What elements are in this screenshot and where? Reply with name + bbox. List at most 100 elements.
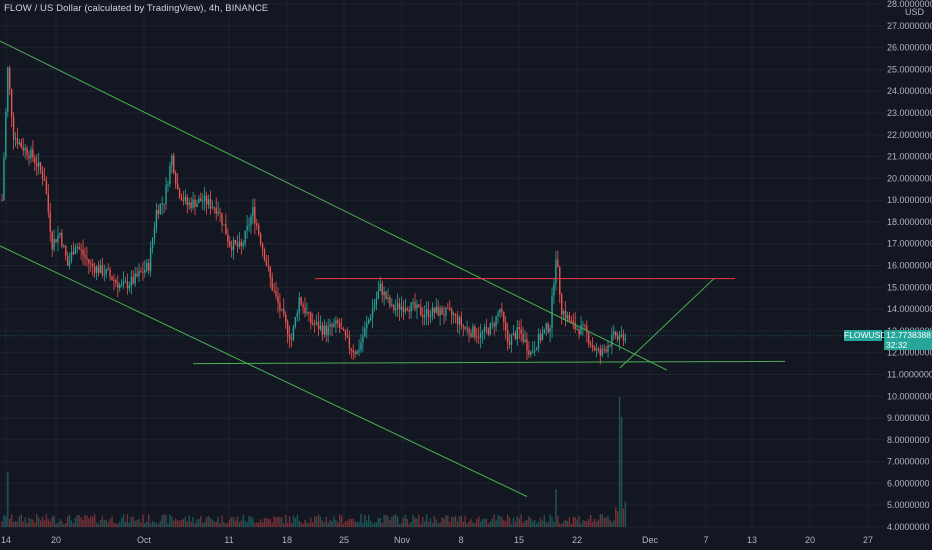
- candle-body: [601, 348, 603, 356]
- volume-bar: [532, 521, 534, 527]
- candle-body: [377, 291, 380, 299]
- volume-bar: [599, 514, 601, 527]
- volume-bar: [84, 514, 86, 527]
- volume-bar: [321, 520, 324, 527]
- volume-bar: [24, 517, 26, 527]
- candle-body: [64, 245, 67, 256]
- candle-body: [103, 274, 105, 276]
- volume-bar: [396, 516, 399, 527]
- price-tick-label: 11.0000000: [887, 369, 932, 379]
- volume-bar: [485, 518, 488, 527]
- candle-body: [381, 283, 383, 296]
- volume-bar: [119, 521, 121, 527]
- candle-body: [624, 338, 627, 341]
- candle-body: [265, 260, 268, 266]
- volume-bar: [292, 515, 295, 527]
- volume-bar: [74, 517, 77, 527]
- candle-body: [410, 302, 412, 312]
- candle-body: [194, 199, 196, 207]
- volume-bar: [159, 520, 161, 527]
- volume-bar: [275, 517, 277, 527]
- volume-bar: [346, 520, 349, 527]
- volume-bar: [207, 516, 210, 527]
- volume-bar: [615, 507, 617, 527]
- volume-bar: [317, 514, 320, 527]
- volume-bar: [516, 516, 519, 527]
- candle-body: [192, 199, 194, 209]
- time-axis[interactable]: 14 20 Oct 11 18 25 Nov 8 15 22 Dec 7 13 20 27: [1, 535, 873, 545]
- candle-body: [522, 333, 524, 342]
- volume-bar: [443, 518, 445, 527]
- volume-bar: [36, 514, 38, 527]
- volume-bar: [173, 520, 175, 527]
- candle-body: [464, 326, 466, 329]
- volume-bar: [588, 518, 590, 527]
- volume-bar: [605, 517, 607, 527]
- candle-body: [404, 308, 407, 312]
- price-tick-label: 8.0000000: [887, 435, 930, 445]
- volume-bar: [1, 521, 3, 527]
- drawing-lines[interactable]: [0, 40, 884, 497]
- candle-body: [620, 334, 623, 336]
- price-tick-label: 14.0000000: [887, 304, 932, 314]
- candle-body: [539, 333, 542, 341]
- volume-bar: [551, 517, 553, 527]
- volume-bar: [151, 520, 154, 527]
- candle-body: [9, 67, 11, 90]
- time-tick-label: 18: [282, 535, 292, 545]
- volume-bar: [329, 519, 331, 527]
- candle-body: [568, 315, 571, 321]
- volume-bar: [425, 514, 428, 527]
- volume-bar: [541, 520, 544, 527]
- volume-bar: [543, 515, 546, 527]
- candle-body: [541, 333, 544, 341]
- time-tick-label: 15: [514, 535, 524, 545]
- volume-bar: [427, 521, 430, 527]
- candle-body: [371, 308, 374, 318]
- volume-bar: [219, 523, 221, 527]
- volume-bar: [373, 522, 376, 527]
- volume-bar: [435, 519, 437, 527]
- volume-bar: [582, 520, 584, 527]
- candle-body: [584, 324, 586, 326]
- volume-bar: [47, 519, 50, 527]
- volume-bar: [325, 516, 327, 527]
- volume-bar: [223, 522, 225, 527]
- volume-bar: [447, 515, 449, 527]
- volume-bar: [66, 516, 69, 527]
- candle-body: [47, 193, 50, 212]
- volume-bar: [99, 520, 102, 527]
- candle-body: [431, 307, 434, 317]
- volume-bar: [620, 417, 623, 527]
- candle-body: [175, 173, 177, 184]
- time-tick-label: 27: [863, 535, 873, 545]
- volume-bar: [277, 516, 279, 527]
- candle-body: [503, 311, 505, 322]
- volume-bar: [416, 518, 418, 527]
- candle-body: [582, 324, 584, 326]
- candle-body: [402, 306, 405, 312]
- volume-bar: [323, 522, 326, 527]
- price-tick-label: 22.0000000: [887, 130, 932, 140]
- volume-bar: [433, 515, 436, 527]
- candle-body: [335, 320, 337, 325]
- volume-bar: [466, 523, 468, 527]
- volume-bar: [285, 514, 287, 527]
- volume-bar: [362, 522, 364, 527]
- candle-body: [478, 337, 480, 339]
- volume-bar: [18, 516, 21, 527]
- candle-body: [26, 148, 28, 156]
- candle-body: [325, 325, 327, 336]
- candle-body: [246, 225, 248, 231]
- volume-bar: [186, 521, 188, 527]
- candle-body: [452, 314, 455, 316]
- volume-bar: [32, 519, 34, 527]
- support-line: [192, 360, 786, 365]
- volume-bar: [389, 519, 391, 527]
- candle-body: [306, 312, 308, 314]
- volume-bar: [161, 515, 163, 527]
- volume-bar: [215, 521, 217, 527]
- volume-bar: [578, 516, 580, 527]
- candle-body: [339, 322, 341, 329]
